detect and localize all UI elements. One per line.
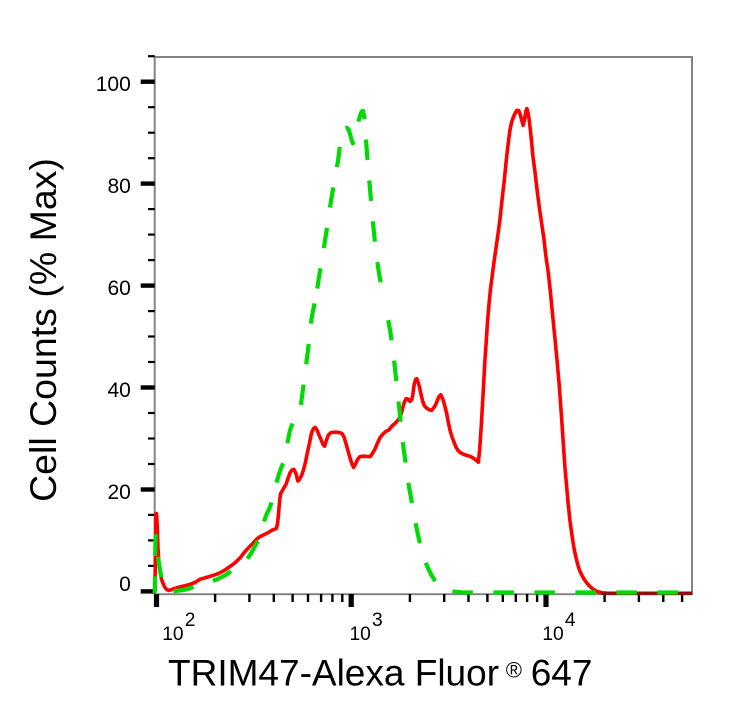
svg-text:10: 10 [350, 624, 371, 645]
svg-text:Cell Counts (% Max): Cell Counts (% Max) [22, 158, 64, 502]
svg-text:10: 10 [542, 624, 563, 645]
svg-text:100: 100 [96, 73, 131, 96]
svg-text:20: 20 [107, 481, 130, 504]
svg-text:4: 4 [565, 610, 576, 631]
svg-text:®: ® [506, 658, 522, 683]
svg-text:647: 647 [531, 652, 593, 693]
svg-text:2: 2 [185, 610, 196, 631]
svg-text:80: 80 [107, 175, 130, 198]
svg-text:10: 10 [162, 624, 183, 645]
svg-text:0: 0 [119, 573, 131, 596]
svg-text:60: 60 [107, 277, 130, 300]
svg-text:3: 3 [372, 610, 383, 631]
svg-text:TRIM47-Alexa Fluor: TRIM47-Alexa Fluor [168, 652, 499, 693]
svg-text:40: 40 [107, 379, 130, 402]
